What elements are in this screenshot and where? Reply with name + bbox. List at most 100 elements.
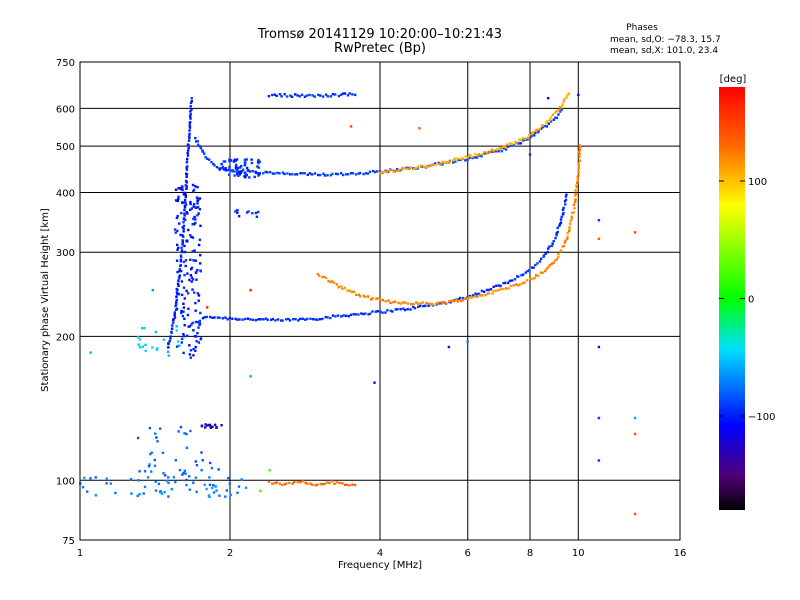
data-point [150,451,153,454]
data-point [576,181,579,184]
data-point [170,327,174,330]
data-point [142,492,145,495]
data-point [564,198,568,202]
data-point [528,268,531,272]
data-point [183,244,186,248]
data-point [141,345,144,348]
data-point [336,173,340,176]
data-point [341,482,344,485]
data-point [330,480,334,483]
data-point [504,146,507,149]
data-point [328,481,331,485]
data-point [173,311,176,314]
data-point [160,492,163,495]
data-point [266,318,269,321]
data-point [468,296,472,299]
data-point [565,193,568,196]
data-point [155,436,158,439]
data-point [318,274,321,277]
data-point [387,299,390,302]
data-point [534,129,537,132]
data-point [188,353,192,356]
data-point [304,318,307,321]
data-point [334,315,337,318]
data-point [331,172,334,176]
data-point [217,468,220,471]
x-tick-label: 16 [674,548,687,559]
data-point [354,93,357,97]
data-point [154,330,157,334]
data-point [286,172,289,175]
data-point [509,142,512,145]
data-point [399,308,402,311]
data-point [218,168,221,171]
data-point [181,243,184,246]
data-point [190,207,193,210]
data-point [491,292,494,295]
data-point [243,163,247,167]
data-point [176,229,179,233]
data-point [216,316,220,319]
data-point [530,134,533,138]
data-point [561,213,565,216]
data-point [562,100,565,103]
data-point [236,211,239,214]
data-point [186,143,190,146]
data-point [183,198,187,202]
data-point [273,93,276,96]
data-point [244,486,248,489]
data-point [224,316,227,319]
data-point [350,290,353,294]
data-point [340,285,343,288]
data-point [264,317,268,320]
data-point [578,153,581,156]
y-axis-label: Stationary phase Virtual Height [km] [40,208,51,392]
data-point [374,297,378,300]
data-point [359,295,362,298]
data-point [374,310,377,313]
data-point [351,172,355,175]
data-point [283,483,286,486]
data-point [495,284,498,287]
data-point [205,487,208,491]
data-point [177,284,180,287]
data-point [306,482,309,485]
data-point [254,171,258,174]
data-point [243,175,246,178]
data-point [474,295,477,298]
data-point [544,121,548,124]
data-point [560,108,563,112]
data-point [181,241,184,244]
data-point [83,476,86,480]
data-point [280,319,283,322]
data-point [364,312,367,315]
data-point [187,146,190,150]
data-point [455,298,458,302]
data-point [189,105,192,108]
data-point [453,157,457,160]
data-point [183,335,186,338]
data-point [159,427,162,430]
data-point [366,172,370,175]
data-point [500,150,503,153]
data-point [169,337,172,340]
data-point [389,309,392,312]
data-point [402,167,406,170]
data-point [473,156,477,159]
y-tick-label: 600 [56,104,75,115]
data-point [348,289,351,292]
data-point [495,289,498,292]
data-point [379,310,382,313]
data-point [258,160,261,163]
data-point [412,302,415,306]
data-point [526,269,529,273]
data-point [208,495,211,498]
data-point [548,245,551,248]
data-point [141,326,144,330]
data-point [329,95,332,98]
data-point [186,157,189,161]
data-point [185,483,188,487]
data-point [369,312,372,315]
data-point [536,131,540,134]
data-point [522,139,525,142]
